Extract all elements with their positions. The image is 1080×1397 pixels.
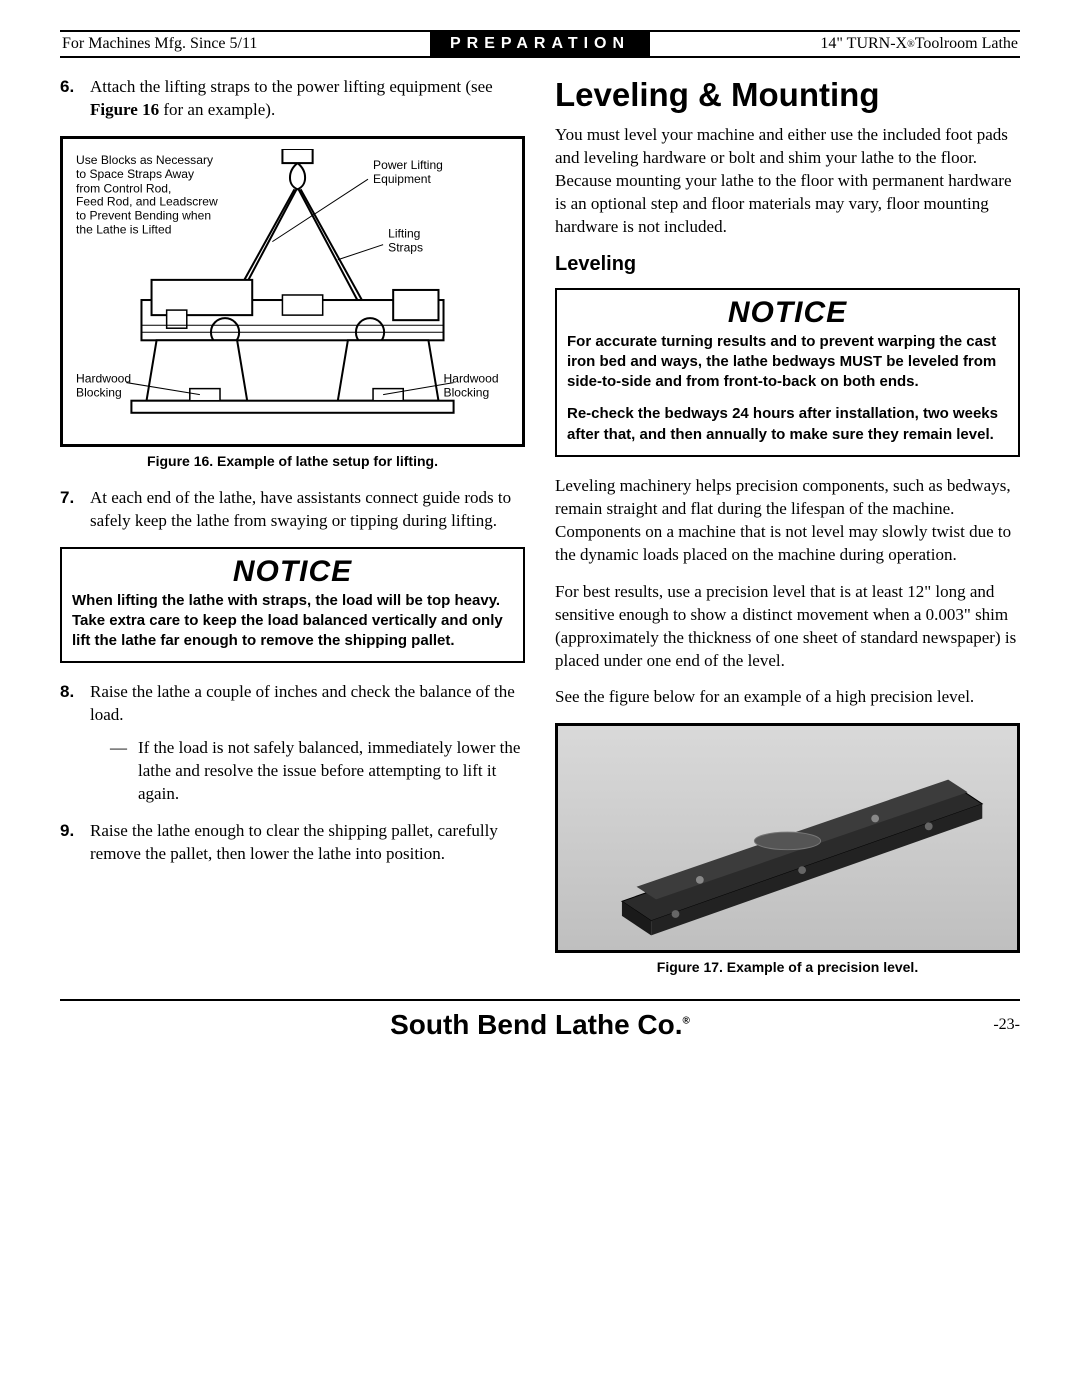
paragraph-4: See the figure below for an example of a… — [555, 686, 1020, 709]
dash-icon: — — [110, 737, 128, 806]
step-text: At each end of the lathe, have assistant… — [90, 487, 525, 533]
figure-16-caption: Figure 16. Example of lathe setup for li… — [60, 453, 525, 469]
registered-icon: ® — [683, 1016, 690, 1027]
step-6: 6. Attach the lifting straps to the powe… — [60, 76, 525, 122]
paragraph-2: Leveling machinery helps precision compo… — [555, 475, 1020, 567]
step-number: 7. — [60, 487, 90, 533]
fig16-label-hw-right: Hardwood Blocking — [444, 372, 514, 400]
figure-16-box: Use Blocks as Necessary to Space Straps … — [60, 136, 525, 447]
footer-page-number: -23- — [993, 1016, 1020, 1034]
step-9: 9. Raise the lathe enough to clear the s… — [60, 820, 525, 866]
header-left: For Machines Mfg. Since 5/11 — [60, 32, 430, 56]
header-center: PREPARATION — [430, 32, 650, 56]
paragraph-3: For best results, use a precision level … — [555, 581, 1020, 673]
fig16-label-blocks: Use Blocks as Necessary to Space Straps … — [76, 154, 242, 237]
notice-title: NOTICE — [567, 296, 1008, 330]
header-right-prefix: 14" TURN-X — [820, 35, 907, 53]
content-columns: 6. Attach the lifting straps to the powe… — [60, 76, 1020, 979]
figure-16-diagram: Use Blocks as Necessary to Space Straps … — [71, 149, 514, 431]
figure-17-box — [555, 723, 1020, 953]
step-text: Raise the lathe a couple of inches and c… — [90, 681, 525, 806]
left-column: 6. Attach the lifting straps to the powe… — [60, 76, 525, 979]
notice-body: For accurate turning results and to prev… — [567, 332, 1008, 445]
page-header: For Machines Mfg. Since 5/11 PREPARATION… — [60, 30, 1020, 58]
step-7: 7. At each end of the lathe, have assist… — [60, 487, 525, 533]
figure-17-caption: Figure 17. Example of a precision level. — [555, 959, 1020, 975]
fig16-label-hw-left: Hardwood Blocking — [76, 372, 167, 400]
page-footer: South Bend Lathe Co.® -23- — [60, 1001, 1020, 1045]
step-number: 8. — [60, 681, 90, 806]
precision-level-illustration — [558, 726, 1017, 950]
notice-title: NOTICE — [72, 555, 513, 589]
intro-paragraph: You must level your machine and either u… — [555, 124, 1020, 239]
step-8-sub: — If the load is not safely balanced, im… — [110, 737, 525, 806]
header-right: 14" TURN-X® Toolroom Lathe — [650, 32, 1020, 56]
fig16-label-power: Power Lifting Equipment — [373, 159, 504, 187]
notice-1: NOTICE When lifting the lathe with strap… — [60, 547, 525, 664]
notice-2: NOTICE For accurate turning results and … — [555, 288, 1020, 457]
footer-brand: South Bend Lathe Co.® — [390, 1009, 690, 1041]
right-column: Leveling & Mounting You must level your … — [555, 76, 1020, 979]
fig16-label-straps: Lifting Straps — [388, 227, 489, 255]
step-number: 9. — [60, 820, 90, 866]
registered-icon: ® — [907, 39, 915, 50]
header-right-suffix: Toolroom Lathe — [915, 35, 1018, 53]
step-text: Attach the lifting straps to the power l… — [90, 76, 525, 122]
step-8: 8. Raise the lathe a couple of inches an… — [60, 681, 525, 806]
notice-body: When lifting the lathe with straps, the … — [72, 591, 513, 652]
section-heading: Leveling & Mounting — [555, 76, 1020, 114]
step-number: 6. — [60, 76, 90, 122]
sub-heading-leveling: Leveling — [555, 253, 1020, 276]
step-text: Raise the lathe enough to clear the ship… — [90, 820, 525, 866]
